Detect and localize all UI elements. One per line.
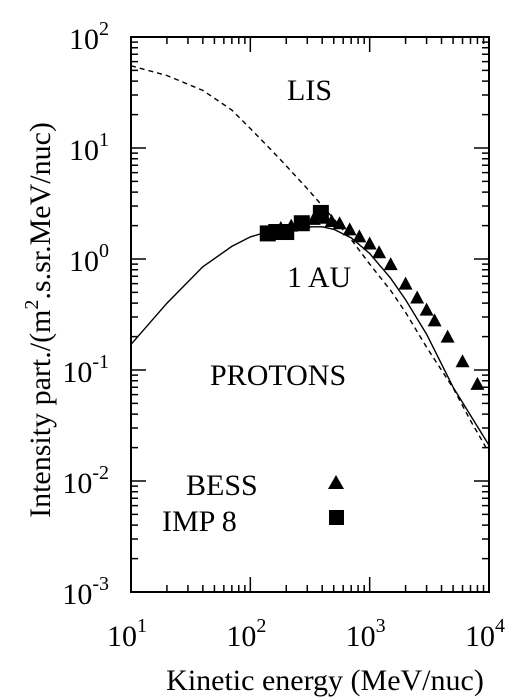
annotation-lis: LIS <box>287 74 332 107</box>
point-bess <box>332 216 347 230</box>
point-bess <box>324 213 339 227</box>
legend-label-imp8: IMP 8 <box>162 505 237 538</box>
legend: BESS IMP 8 <box>162 469 344 538</box>
y-tick-label: 102 <box>69 18 109 56</box>
point-imp-8 <box>278 224 295 241</box>
point-bess <box>352 229 367 243</box>
point-bess <box>372 245 387 259</box>
point-bess <box>342 222 357 236</box>
x-tick-label: 102 <box>226 615 266 653</box>
ticks-layer <box>130 37 489 593</box>
points-layer <box>259 204 485 390</box>
point-bess <box>362 236 377 250</box>
legend-label-bess: BESS <box>186 469 258 502</box>
plot-border <box>130 36 490 593</box>
point-bess <box>383 257 398 271</box>
point-bess <box>440 329 455 343</box>
y-tick-label: 10-1 <box>62 351 109 389</box>
tick-labels-layer: 101 102 103 104 10-3 10-2 10-1 100 101 102 <box>62 18 505 653</box>
x-tick-label: 101 <box>107 615 147 653</box>
x-axis-ticks <box>130 37 485 592</box>
x-tick-label: 104 <box>465 615 505 653</box>
y-tick-label: 10-2 <box>62 462 109 500</box>
y-axis-label: Intensity part./(m2.s.sr.MeV/nuc) <box>21 122 57 518</box>
point-bess <box>455 354 470 368</box>
point-imp-8 <box>293 215 310 232</box>
point-bess <box>410 290 425 304</box>
curve-lis <box>130 65 490 454</box>
y-tick-label: 100 <box>69 240 109 278</box>
point-bess <box>470 376 485 390</box>
plot-frame <box>130 36 490 593</box>
legend-marker-imp8 <box>329 510 344 525</box>
point-bess <box>427 313 442 327</box>
annotation-protons: PROTONS <box>210 359 346 392</box>
curve-1-au <box>130 226 490 446</box>
legend-marker-bess <box>328 475 344 489</box>
point-imp-8 <box>312 204 329 221</box>
x-tick-label: 103 <box>346 615 386 653</box>
point-bess <box>419 302 434 316</box>
y-tick-label: 10-3 <box>62 573 109 611</box>
x-axis-label: Kinetic energy (MeV/nuc) <box>166 664 484 697</box>
annotation-1-au: 1 AU <box>287 261 352 294</box>
y-axis-ticks <box>131 41 489 593</box>
y-tick-label: 101 <box>69 129 109 167</box>
point-bess <box>398 276 413 290</box>
curves-layer <box>130 65 490 454</box>
